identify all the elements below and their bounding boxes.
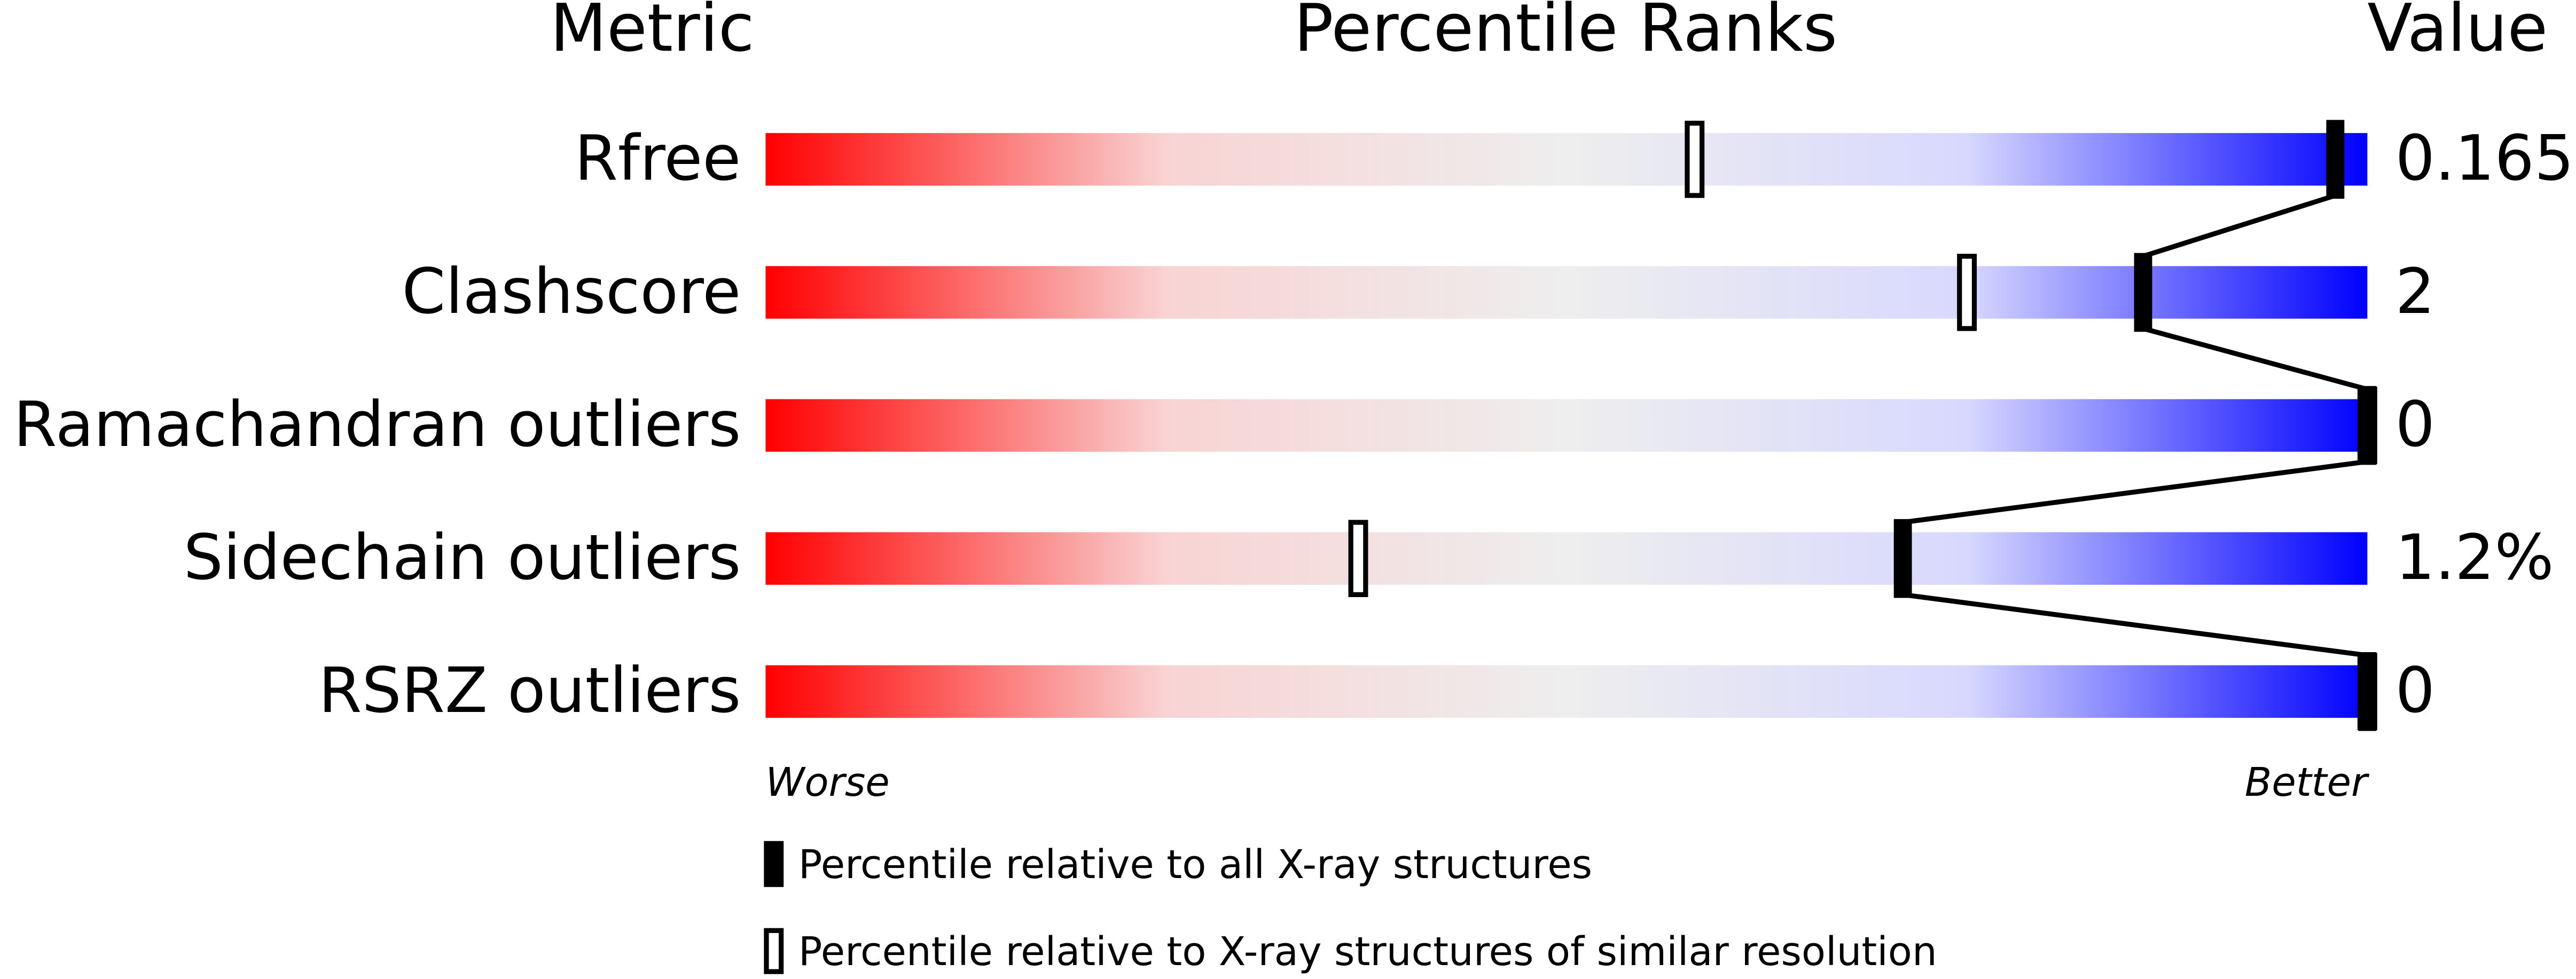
percentile-bar: [765, 133, 2368, 186]
similar-resolution-marker: [1348, 520, 1368, 597]
worse-label: Worse: [765, 759, 889, 805]
percentile-bar: [765, 266, 2368, 319]
metric-header: Metric: [550, 0, 754, 67]
metric-label: Ramachandran outliers: [13, 388, 741, 461]
metric-value: 0: [2395, 388, 2435, 461]
similar-resolution-marker: [1957, 254, 1977, 331]
percentile-marker: [2358, 386, 2377, 465]
value-header: Value: [2367, 0, 2548, 67]
better-label: Better: [2245, 759, 2370, 805]
similar-resolution-marker: [1685, 121, 1705, 198]
metric-value: 0.165: [2395, 122, 2574, 195]
legend-marker: [764, 841, 784, 887]
connector: [2142, 193, 2336, 259]
metric-value: 0: [2395, 654, 2435, 727]
percentile-header: Percentile Ranks: [1294, 0, 1838, 67]
legend-label: Percentile relative to all X-ray structu…: [798, 842, 1592, 888]
percentile-marker: [2326, 120, 2345, 199]
metric-value: 1.2%: [2395, 521, 2554, 594]
metric-label: Rfree: [575, 122, 741, 195]
metric-label: Clashscore: [402, 255, 741, 328]
connector: [1902, 592, 2368, 658]
connector: [1902, 459, 2368, 525]
percentile-marker: [2358, 652, 2377, 731]
metric-value: 2: [2395, 255, 2435, 328]
percentile-bar: [765, 665, 2368, 718]
percentile-marker: [1893, 519, 1912, 598]
metric-label: Sidechain outliers: [184, 521, 741, 594]
connector: [2142, 326, 2368, 392]
metric-label: RSRZ outliers: [318, 654, 741, 727]
legend-marker: [764, 928, 784, 974]
percentile-marker: [2134, 253, 2152, 332]
percentile-bar: [765, 532, 2368, 585]
percentile-bar: [765, 399, 2368, 452]
legend-label: Percentile relative to X-ray structures …: [798, 929, 1937, 975]
